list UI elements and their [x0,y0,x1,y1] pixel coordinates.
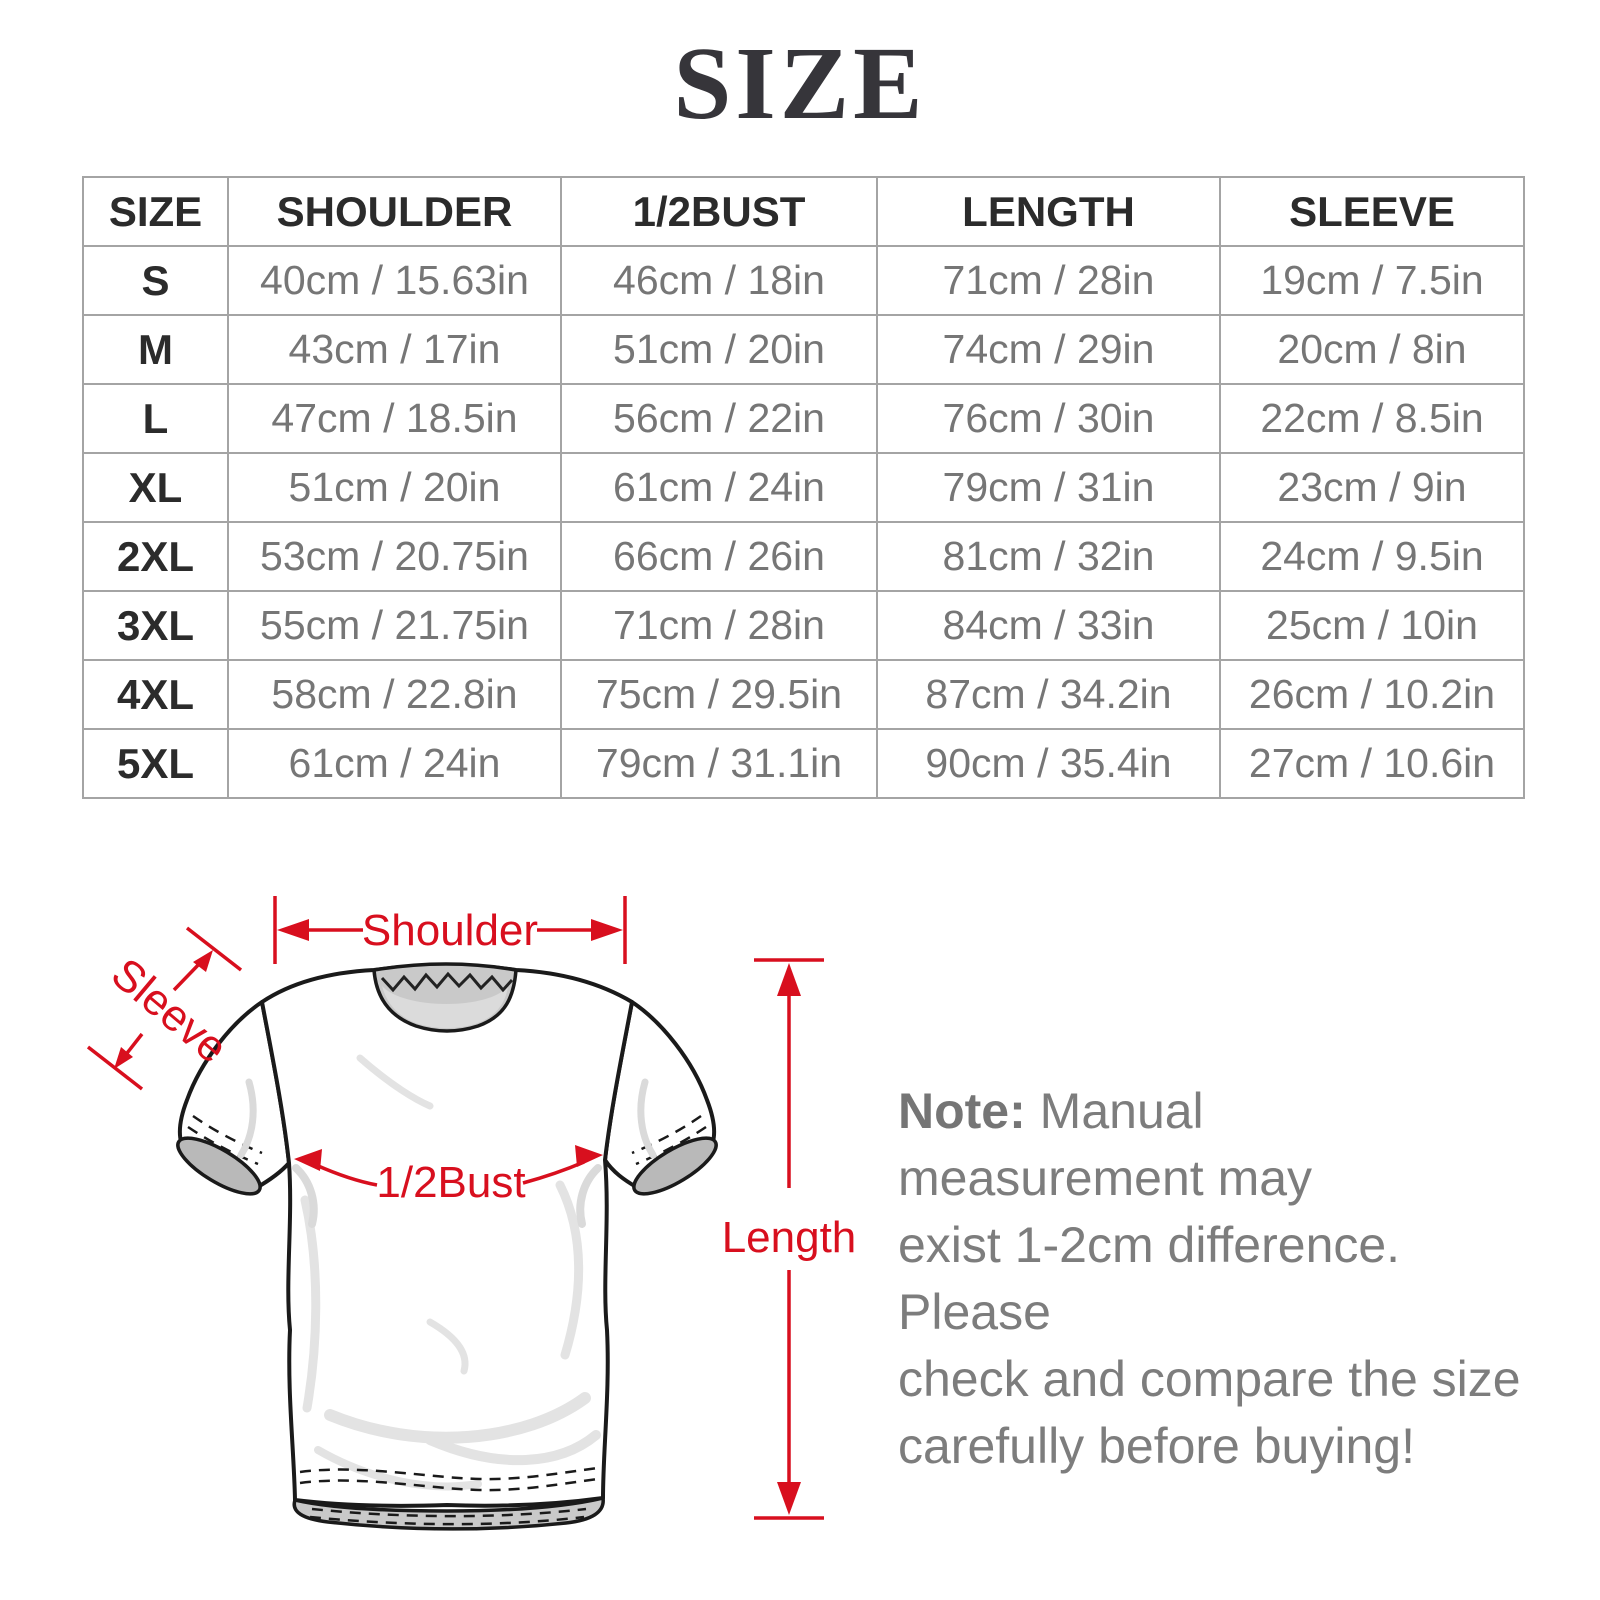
length-value: 76cm / 30in [876,383,1221,454]
sleeve-value: 25cm / 10in [1219,590,1525,661]
bust-value: 61cm / 24in [560,452,878,523]
header-shoulder: SHOULDER [227,176,562,247]
size-label: 2XL [82,521,229,592]
shoulder-value: 40cm / 15.63in [227,245,562,316]
size-label: XL [82,452,229,523]
length-value: 74cm / 29in [876,314,1221,385]
shoulder-dimension: Shoulder [273,896,627,964]
size-label: 3XL [82,590,229,661]
length-value: 79cm / 31in [876,452,1221,523]
bust-value: 71cm / 28in [560,590,878,661]
bust-value: 56cm / 22in [560,383,878,454]
table-row: 2XL 53cm / 20.75in 66cm / 26in 81cm / 32… [82,521,1525,592]
header-size: SIZE [82,176,229,247]
bust-label: 1/2Bust [376,1158,525,1207]
shoulder-label: Shoulder [362,906,538,955]
table-header-row: SIZE SHOULDER 1/2BUST LENGTH SLEEVE [82,176,1525,247]
shoulder-value: 51cm / 20in [227,452,562,523]
length-value: 81cm / 32in [876,521,1221,592]
sleeve-value: 19cm / 7.5in [1219,245,1525,316]
table-row: 4XL 58cm / 22.8in 75cm / 29.5in 87cm / 3… [82,659,1525,730]
header-bust: 1/2BUST [560,176,878,247]
bust-dimension: 1/2Bust [294,1145,603,1207]
note-line: check and compare the size [898,1351,1521,1407]
tshirt-measurement-diagram: Shoulder Sleeve 1/2Bust [86,896,857,1531]
length-dimension: Length [722,958,857,1520]
shoulder-value: 61cm / 24in [227,728,562,799]
table-row: M 43cm / 17in 51cm / 20in 74cm / 29in 20… [82,314,1525,385]
size-label: 4XL [82,659,229,730]
table-row: L 47cm / 18.5in 56cm / 22in 76cm / 30in … [82,383,1525,454]
header-length: LENGTH [876,176,1221,247]
note-line: carefully before buying! [898,1418,1415,1474]
bust-value: 75cm / 29.5in [560,659,878,730]
table-row: 5XL 61cm / 24in 79cm / 31.1in 90cm / 35.… [82,728,1525,799]
sleeve-value: 24cm / 9.5in [1219,521,1525,592]
page-title: SIZE [673,26,927,141]
note-line: exist 1-2cm difference. Please [898,1217,1401,1340]
table-row: XL 51cm / 20in 61cm / 24in 79cm / 31in 2… [82,452,1525,523]
sleeve-value: 20cm / 8in [1219,314,1525,385]
size-label: L [82,383,229,454]
shoulder-value: 58cm / 22.8in [227,659,562,730]
bust-value: 66cm / 26in [560,521,878,592]
size-label: M [82,314,229,385]
length-value: 71cm / 28in [876,245,1221,316]
length-label: Length [722,1213,857,1262]
size-table: SIZE SHOULDER 1/2BUST LENGTH SLEEVE S 40… [82,176,1525,799]
shoulder-value: 47cm / 18.5in [227,383,562,454]
sleeve-value: 27cm / 10.6in [1219,728,1525,799]
bust-value: 79cm / 31.1in [560,728,878,799]
bust-value: 51cm / 20in [560,314,878,385]
header-sleeve: SLEEVE [1219,176,1525,247]
length-value: 90cm / 35.4in [876,728,1221,799]
size-label: S [82,245,229,316]
table-row: S 40cm / 15.63in 46cm / 18in 71cm / 28in… [82,245,1525,316]
shoulder-value: 53cm / 20.75in [227,521,562,592]
measurement-note: Note: Manual measurement may exist 1-2cm… [898,1078,1523,1480]
length-value: 87cm / 34.2in [876,659,1221,730]
shoulder-value: 55cm / 21.75in [227,590,562,661]
length-value: 84cm / 33in [876,590,1221,661]
shoulder-value: 43cm / 17in [227,314,562,385]
note-label: Note: [898,1083,1026,1139]
note-line: Note: Manual measurement may [898,1083,1313,1206]
sleeve-value: 23cm / 9in [1219,452,1525,523]
sleeve-value: 22cm / 8.5in [1219,383,1525,454]
size-label: 5XL [82,728,229,799]
sleeve-value: 26cm / 10.2in [1219,659,1525,730]
table-row: 3XL 55cm / 21.75in 71cm / 28in 84cm / 33… [82,590,1525,661]
tshirt-icon [176,962,718,1531]
bust-value: 46cm / 18in [560,245,878,316]
